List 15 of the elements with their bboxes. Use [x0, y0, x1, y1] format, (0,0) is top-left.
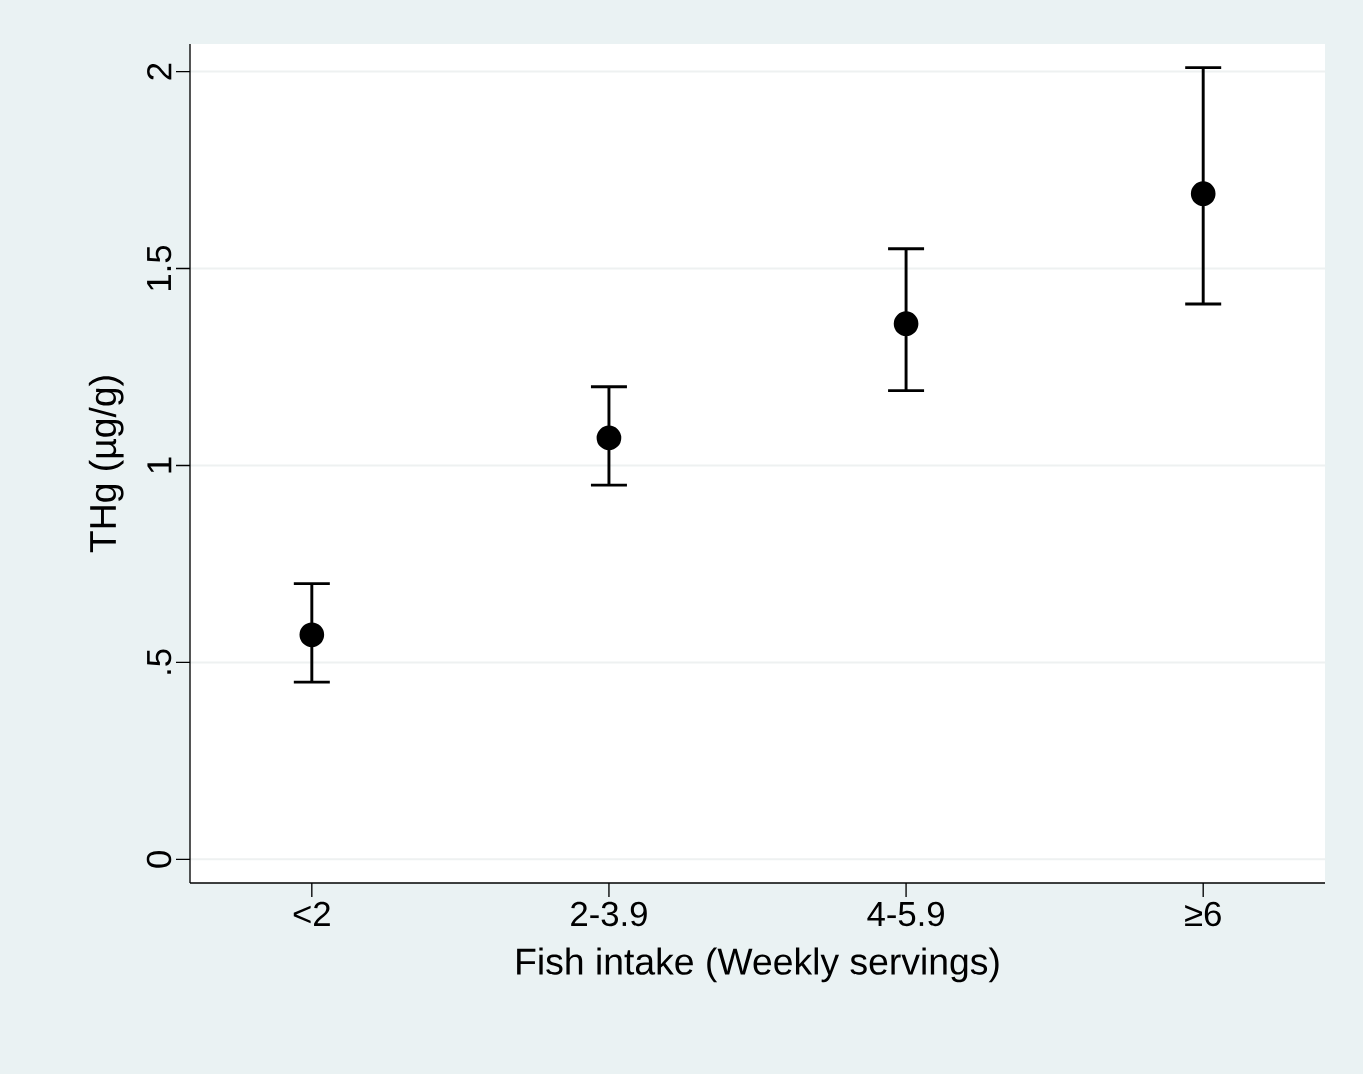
point: [596, 425, 622, 451]
x-tick-label: ≥6: [1185, 901, 1221, 927]
y-tick-label: 1.5: [147, 245, 172, 290]
x-tick-label: 4-5.9: [867, 901, 944, 927]
y-tick-label: .5: [147, 649, 172, 674]
y-tick-label: 2: [147, 63, 172, 80]
x-tick-label: <2: [293, 901, 330, 926]
point: [1190, 181, 1216, 207]
x-axis-title: Fish intake (Weekly servings): [517, 947, 999, 983]
y-tick-label: 0: [146, 851, 172, 868]
y-tick-label: 1: [147, 457, 172, 473]
point: [893, 311, 919, 336]
x-tick-label: 2-3.9: [571, 901, 647, 927]
point: [299, 622, 325, 648]
y-axis-title: THg (µg/g): [88, 376, 124, 553]
